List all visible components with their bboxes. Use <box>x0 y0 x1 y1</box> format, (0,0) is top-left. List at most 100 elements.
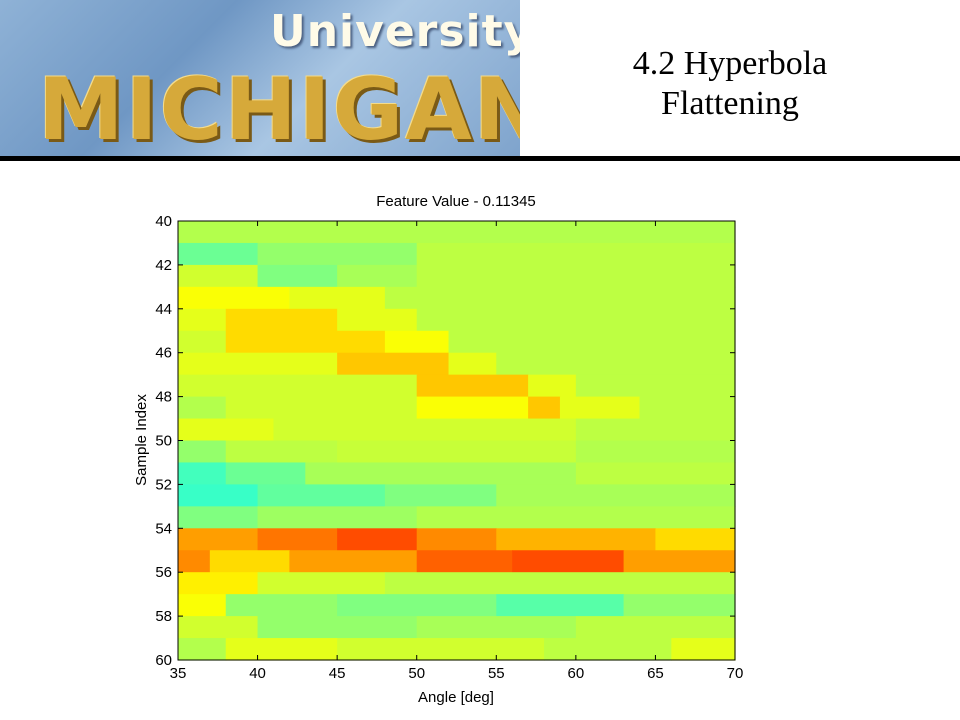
heatmap-cell <box>178 440 227 464</box>
slide-title-line-2: Flattening <box>661 85 799 122</box>
heatmap-cell <box>178 506 259 529</box>
heatmap-cell <box>178 352 338 376</box>
heatmap-cell <box>575 418 736 442</box>
heatmap-cell <box>384 286 736 310</box>
x-tick-label: 65 <box>647 665 664 682</box>
heatmap-cell <box>623 550 736 573</box>
heatmap-cell <box>655 528 736 551</box>
heatmap-cell <box>178 286 290 310</box>
x-tick-label: 40 <box>249 665 266 682</box>
heatmap-cell <box>559 396 641 420</box>
heatmap-cell <box>257 484 386 507</box>
heatmap-cell <box>639 396 736 420</box>
heatmap-cell <box>575 462 736 485</box>
heatmap-cell <box>178 308 227 332</box>
heatmap-cell <box>496 594 625 617</box>
heatmap-cell <box>448 330 736 354</box>
heatmap-cell <box>416 506 736 529</box>
heatmap-cell <box>257 572 386 595</box>
heatmap-cell <box>273 418 577 442</box>
heatmap-cell <box>225 396 418 420</box>
heatmap-cell <box>178 484 259 507</box>
heatmap-cell <box>575 616 736 639</box>
heatmap-cell <box>178 418 275 442</box>
x-tick-label: 60 <box>568 665 585 682</box>
heatmap-cell <box>209 550 290 573</box>
heatmap-cell <box>178 594 227 617</box>
x-tick-label: 50 <box>408 665 425 682</box>
y-tick-label: 58 <box>155 608 172 625</box>
logo-university-of-text: University of <box>270 6 520 57</box>
heatmap-cell <box>337 264 418 288</box>
heatmap-cell <box>178 528 259 551</box>
heatmap-cell <box>257 528 338 551</box>
heatmap-cell <box>384 572 736 595</box>
heatmap-cell <box>496 352 736 376</box>
logo-michigan-text: MICHIGAN <box>38 60 520 160</box>
heatmap-cell <box>416 374 529 398</box>
heatmap-cell <box>337 528 418 551</box>
university-logo: University of MICHIGAN <box>0 0 520 160</box>
heatmap-cell <box>178 462 227 485</box>
y-tick-label: 44 <box>155 301 172 318</box>
y-tick-label: 42 <box>155 257 172 274</box>
heatmap-cell <box>178 396 227 420</box>
heatmap-cell <box>257 242 418 266</box>
heatmap-cell <box>512 550 625 573</box>
heatmap-cell <box>225 462 306 485</box>
heatmap-cell <box>416 308 736 332</box>
axis-ticks: 35 40 45 50 55 60 65 70 40 42 44 46 48 50 52 54 56 58 60 <box>155 213 743 682</box>
heatmap-cell <box>225 638 338 661</box>
header-divider <box>0 156 960 161</box>
heatmap-chart: 35 40 45 50 55 60 65 70 40 42 44 46 48 50 52 54 56 58 60 F… <box>133 193 743 706</box>
heatmap-cell <box>544 638 672 661</box>
heatmap-cell <box>575 374 736 398</box>
heatmap-cell <box>337 638 545 661</box>
y-tick-label: 54 <box>155 520 172 537</box>
heatmap-cell <box>337 440 577 464</box>
slide-title: 4.2 Hyperbola Flattening <box>540 44 920 124</box>
heatmap-cells <box>178 221 736 661</box>
heatmap-cell <box>178 616 259 639</box>
heatmap-cell <box>257 264 338 288</box>
x-tick-label: 70 <box>727 665 744 682</box>
heatmap-cell <box>337 308 418 332</box>
heatmap-cell <box>337 352 450 376</box>
slide-title-line-1: 4.2 Hyperbola <box>632 45 828 82</box>
x-tick-label: 55 <box>488 665 505 682</box>
y-tick-label: 50 <box>155 433 172 450</box>
heatmap-cell <box>225 308 338 332</box>
heatmap-cell <box>289 550 418 573</box>
heatmap-cell <box>416 616 577 639</box>
heatmap-cell <box>305 462 577 485</box>
heatmap-cell <box>623 594 736 617</box>
heatmap-cell <box>384 484 497 507</box>
heatmap-cell <box>416 396 529 420</box>
heatmap-cell <box>225 330 386 354</box>
y-tick-label: 60 <box>155 652 172 669</box>
heatmap-cell <box>337 594 497 617</box>
y-tick-label: 48 <box>155 389 172 406</box>
heatmap-cell <box>416 528 497 551</box>
heatmap-cell <box>671 638 736 661</box>
y-tick-label: 52 <box>155 476 172 493</box>
heatmap-cell <box>575 440 736 464</box>
heatmap-cell <box>178 242 259 266</box>
heatmap-cell <box>416 264 736 288</box>
heatmap-cell <box>416 550 513 573</box>
y-tick-label: 56 <box>155 564 172 581</box>
heatmap-cell <box>496 528 657 551</box>
heatmap-cell <box>289 286 386 310</box>
y-tick-label: 46 <box>155 345 172 362</box>
heatmap-cell <box>178 330 227 354</box>
x-tick-label: 45 <box>329 665 346 682</box>
heatmap-cell <box>178 572 259 595</box>
heatmap-cell <box>178 638 227 661</box>
heatmap-cell <box>528 396 561 420</box>
heatmap-cell <box>225 594 338 617</box>
heatmap-cell <box>257 616 418 639</box>
heatmap-cell <box>178 550 211 573</box>
heatmap-cell <box>257 506 418 529</box>
chart-title: Feature Value - 0.11345 <box>376 193 536 210</box>
heatmap-cell <box>225 440 338 464</box>
